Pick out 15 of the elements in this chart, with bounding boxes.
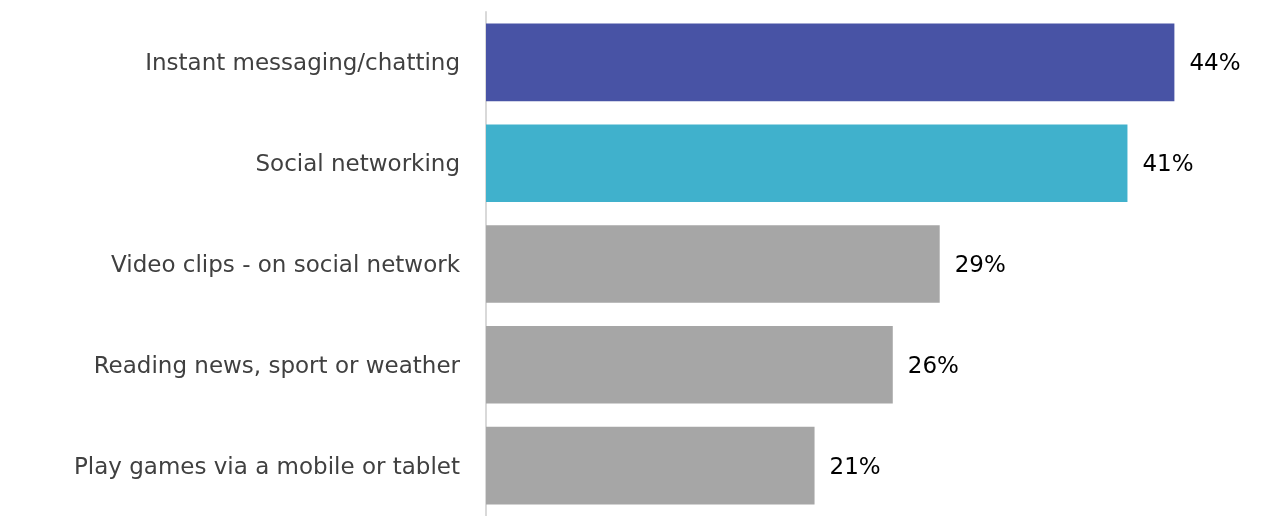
y-tick-label: Social networking [255,150,460,177]
y-tick-label: Instant messaging/chatting [145,49,460,76]
data-label: 26% [907,351,959,378]
bar [486,124,1128,203]
y-tick-label: Reading news, sport or weather [93,351,461,378]
y-tick-label: Play games via a mobile or tablet [73,452,460,479]
bar [486,426,815,505]
data-label: 29% [954,251,1006,277]
bar [486,225,940,303]
bar [486,23,1175,102]
data-label: 41% [1142,150,1194,177]
data-label: 21% [829,452,881,479]
bar [486,325,893,404]
data-label: 44% [1189,49,1241,76]
y-tick-label: Video clips - on social network [111,251,461,277]
